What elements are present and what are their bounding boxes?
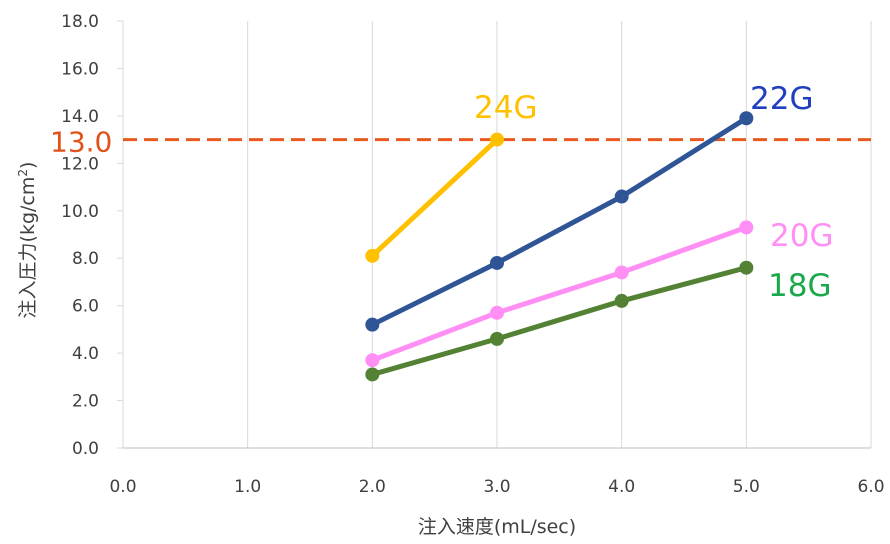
axes: [117, 20, 871, 449]
reference-line-group: 13.0: [50, 126, 871, 159]
data-point-18G-4.0: [614, 293, 629, 308]
y-tick-label-8.0: 8.0: [72, 249, 99, 269]
data-point-24G-2.0: [365, 248, 380, 263]
y-tick-label-0.0: 0.0: [72, 439, 99, 459]
data-point-22G-3.0: [490, 255, 504, 270]
x-tick-label-2.0: 2.0: [359, 477, 386, 497]
y-axis-title-end: ): [17, 162, 39, 169]
series-20G: [365, 220, 754, 368]
series-label-24G: 24G: [474, 90, 537, 126]
series-group: [365, 111, 754, 382]
y-tick-label-10.0: 10.0: [61, 202, 99, 222]
y-tick-label-16.0: 16.0: [61, 59, 99, 79]
gridlines: [247, 21, 872, 448]
series-label-18G: 18G: [768, 268, 831, 304]
data-point-22G-2.0: [365, 317, 380, 332]
series-line-22G: [369, 115, 749, 328]
x-tick-label-5.0: 5.0: [733, 477, 760, 497]
y-tick-label-12.0: 12.0: [61, 154, 99, 174]
series-line-24G: [369, 137, 500, 259]
series-label-20G: 20G: [770, 218, 833, 254]
data-point-22G-5.0: [739, 111, 754, 126]
y-tick-label-6.0: 6.0: [72, 297, 99, 317]
data-point-20G-3.0: [490, 305, 504, 320]
y-tick-label-14.0: 14.0: [61, 107, 99, 127]
y-axis-title-superscript: 2: [16, 169, 30, 177]
series-line-20G: [369, 224, 749, 363]
data-point-20G-4.0: [614, 265, 629, 280]
y-tick-label-4.0: 4.0: [72, 344, 99, 364]
data-point-18G-2.0: [365, 367, 380, 382]
reference-line-label: 13.0: [50, 126, 112, 159]
data-point-20G-2.0: [365, 353, 380, 368]
x-axis-title: 注入速度(mL/sec): [418, 516, 576, 538]
y-axis-title: 注入圧力(kg/cm2): [16, 162, 39, 319]
series-18G: [365, 260, 754, 382]
data-point-20G-5.0: [739, 220, 754, 235]
data-point-18G-5.0: [739, 260, 754, 275]
data-point-24G-3.0: [490, 132, 504, 147]
series-24G: [365, 132, 504, 263]
x-tick-label-3.0: 3.0: [483, 477, 510, 497]
x-tick-label-0.0: 0.0: [109, 477, 136, 497]
y-axis-title-main: 注入圧力(kg/cm: [17, 177, 39, 319]
data-point-22G-4.0: [614, 189, 629, 204]
x-tick-label-4.0: 4.0: [608, 477, 635, 497]
y-tick-label-18.0: 18.0: [61, 12, 99, 32]
y-tick-label-2.0: 2.0: [72, 392, 99, 412]
series-22G: [365, 111, 754, 332]
tick-labels: 0.0 1.0 2.0 3.0 4.0 5.0 6.0 0.0 2.0 4.0 6.0 8.0 10.0…: [61, 12, 884, 497]
x-tick-label-6.0: 6.0: [857, 477, 884, 497]
data-point-18G-3.0: [490, 331, 504, 346]
series-label-22G: 22G: [750, 81, 813, 117]
series-labels: 24G 22G 20G 18G: [474, 81, 833, 304]
series-line-18G: [369, 265, 749, 377]
x-tick-label-1.0: 1.0: [234, 477, 261, 497]
